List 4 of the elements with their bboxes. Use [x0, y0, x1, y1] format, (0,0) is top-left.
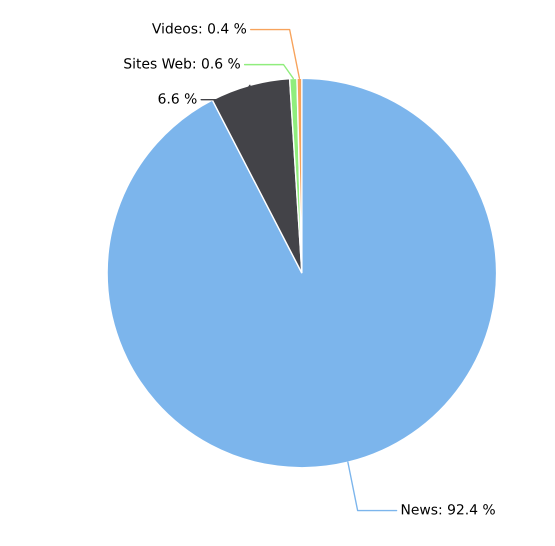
- slice-label: Videos: 0.4 %: [152, 22, 246, 34]
- data-label: 6.6 %: [158, 93, 197, 104]
- slice-label: Sites Web: 0.6 %: [124, 58, 240, 69]
- slice-label: News: 92.4 %: [402, 504, 495, 515]
